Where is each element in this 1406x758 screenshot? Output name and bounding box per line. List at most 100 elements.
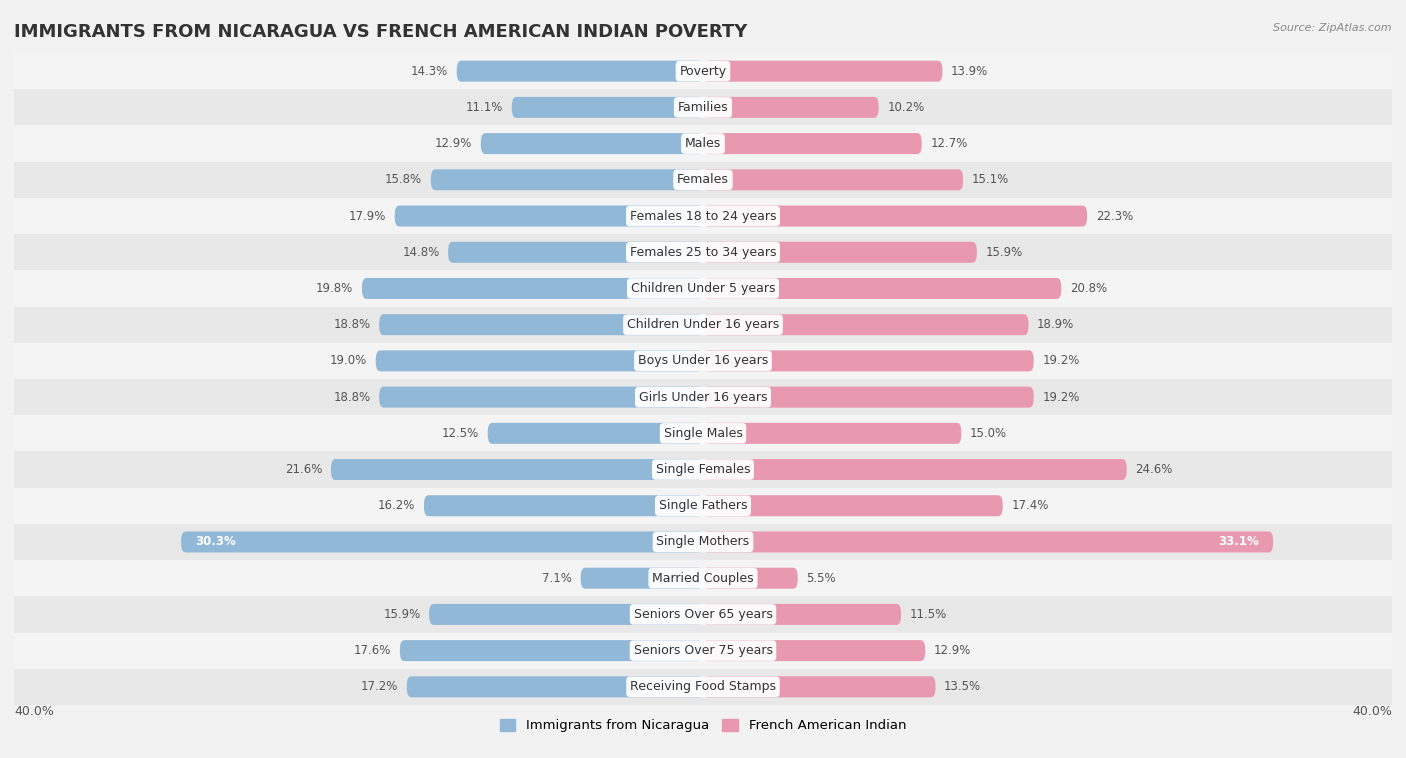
Text: 11.5%: 11.5%	[910, 608, 946, 621]
Text: 15.9%: 15.9%	[986, 246, 1022, 258]
Text: Females 18 to 24 years: Females 18 to 24 years	[630, 209, 776, 223]
Text: Source: ZipAtlas.com: Source: ZipAtlas.com	[1274, 23, 1392, 33]
FancyBboxPatch shape	[703, 459, 1126, 480]
FancyBboxPatch shape	[703, 242, 977, 263]
Text: 15.1%: 15.1%	[972, 174, 1010, 186]
Text: Single Males: Single Males	[664, 427, 742, 440]
FancyBboxPatch shape	[703, 495, 1002, 516]
Text: 18.8%: 18.8%	[333, 390, 371, 403]
Bar	[14, 161, 1392, 198]
FancyBboxPatch shape	[425, 495, 703, 516]
Bar	[14, 597, 1392, 632]
FancyBboxPatch shape	[449, 242, 703, 263]
FancyBboxPatch shape	[703, 205, 1087, 227]
Text: 17.6%: 17.6%	[354, 644, 391, 657]
Text: 10.2%: 10.2%	[887, 101, 925, 114]
Bar	[14, 560, 1392, 597]
FancyBboxPatch shape	[430, 169, 703, 190]
Text: 12.9%: 12.9%	[934, 644, 972, 657]
FancyBboxPatch shape	[703, 604, 901, 625]
Text: 17.4%: 17.4%	[1011, 500, 1049, 512]
Text: Girls Under 16 years: Girls Under 16 years	[638, 390, 768, 403]
FancyBboxPatch shape	[406, 676, 703, 697]
FancyBboxPatch shape	[380, 387, 703, 408]
Text: Receiving Food Stamps: Receiving Food Stamps	[630, 681, 776, 694]
Text: IMMIGRANTS FROM NICARAGUA VS FRENCH AMERICAN INDIAN POVERTY: IMMIGRANTS FROM NICARAGUA VS FRENCH AMER…	[14, 23, 748, 41]
Text: 40.0%: 40.0%	[1353, 705, 1392, 718]
Text: 19.8%: 19.8%	[316, 282, 353, 295]
Bar	[14, 343, 1392, 379]
Text: 5.5%: 5.5%	[807, 572, 837, 584]
FancyBboxPatch shape	[703, 133, 922, 154]
Text: 13.9%: 13.9%	[950, 64, 988, 77]
Text: Boys Under 16 years: Boys Under 16 years	[638, 355, 768, 368]
Text: Families: Families	[678, 101, 728, 114]
Text: 18.9%: 18.9%	[1038, 318, 1074, 331]
Bar	[14, 198, 1392, 234]
FancyBboxPatch shape	[703, 169, 963, 190]
Text: 7.1%: 7.1%	[543, 572, 572, 584]
Text: 30.3%: 30.3%	[195, 535, 236, 549]
Text: 13.5%: 13.5%	[945, 681, 981, 694]
Text: 15.0%: 15.0%	[970, 427, 1007, 440]
Text: 17.9%: 17.9%	[349, 209, 387, 223]
Text: 40.0%: 40.0%	[14, 705, 53, 718]
Bar	[14, 53, 1392, 89]
Bar	[14, 487, 1392, 524]
FancyBboxPatch shape	[181, 531, 703, 553]
Text: 14.3%: 14.3%	[411, 64, 449, 77]
FancyBboxPatch shape	[457, 61, 703, 82]
Text: Poverty: Poverty	[679, 64, 727, 77]
Bar	[14, 306, 1392, 343]
Text: 12.5%: 12.5%	[441, 427, 479, 440]
Text: Females: Females	[678, 174, 728, 186]
Text: Children Under 5 years: Children Under 5 years	[631, 282, 775, 295]
FancyBboxPatch shape	[703, 676, 935, 697]
FancyBboxPatch shape	[375, 350, 703, 371]
Text: 24.6%: 24.6%	[1135, 463, 1173, 476]
Text: 15.9%: 15.9%	[384, 608, 420, 621]
Bar	[14, 452, 1392, 487]
FancyBboxPatch shape	[429, 604, 703, 625]
Text: Seniors Over 65 years: Seniors Over 65 years	[634, 608, 772, 621]
Text: 12.9%: 12.9%	[434, 137, 472, 150]
Text: Males: Males	[685, 137, 721, 150]
Legend: Immigrants from Nicaragua, French American Indian: Immigrants from Nicaragua, French Americ…	[495, 713, 911, 738]
Text: 11.1%: 11.1%	[465, 101, 503, 114]
Bar	[14, 669, 1392, 705]
FancyBboxPatch shape	[703, 61, 942, 82]
FancyBboxPatch shape	[703, 568, 797, 589]
Text: 17.2%: 17.2%	[361, 681, 398, 694]
FancyBboxPatch shape	[330, 459, 703, 480]
Text: 18.8%: 18.8%	[333, 318, 371, 331]
FancyBboxPatch shape	[703, 350, 1033, 371]
FancyBboxPatch shape	[361, 278, 703, 299]
Text: 16.2%: 16.2%	[378, 500, 415, 512]
Text: Single Fathers: Single Fathers	[659, 500, 747, 512]
Text: 12.7%: 12.7%	[931, 137, 967, 150]
Bar	[14, 271, 1392, 306]
Text: 19.2%: 19.2%	[1042, 390, 1080, 403]
Text: 19.0%: 19.0%	[330, 355, 367, 368]
Text: Females 25 to 34 years: Females 25 to 34 years	[630, 246, 776, 258]
FancyBboxPatch shape	[481, 133, 703, 154]
Bar	[14, 234, 1392, 271]
FancyBboxPatch shape	[395, 205, 703, 227]
Text: Seniors Over 75 years: Seniors Over 75 years	[634, 644, 772, 657]
Text: 21.6%: 21.6%	[285, 463, 322, 476]
Text: 22.3%: 22.3%	[1095, 209, 1133, 223]
Text: 33.1%: 33.1%	[1219, 535, 1260, 549]
Text: Married Couples: Married Couples	[652, 572, 754, 584]
FancyBboxPatch shape	[703, 387, 1033, 408]
Text: 20.8%: 20.8%	[1070, 282, 1107, 295]
Text: Single Mothers: Single Mothers	[657, 535, 749, 549]
FancyBboxPatch shape	[703, 531, 1272, 553]
FancyBboxPatch shape	[703, 423, 962, 444]
Bar	[14, 126, 1392, 161]
Text: 19.2%: 19.2%	[1042, 355, 1080, 368]
Text: Single Females: Single Females	[655, 463, 751, 476]
FancyBboxPatch shape	[488, 423, 703, 444]
Bar	[14, 415, 1392, 452]
Text: 15.8%: 15.8%	[385, 174, 422, 186]
Bar	[14, 89, 1392, 126]
